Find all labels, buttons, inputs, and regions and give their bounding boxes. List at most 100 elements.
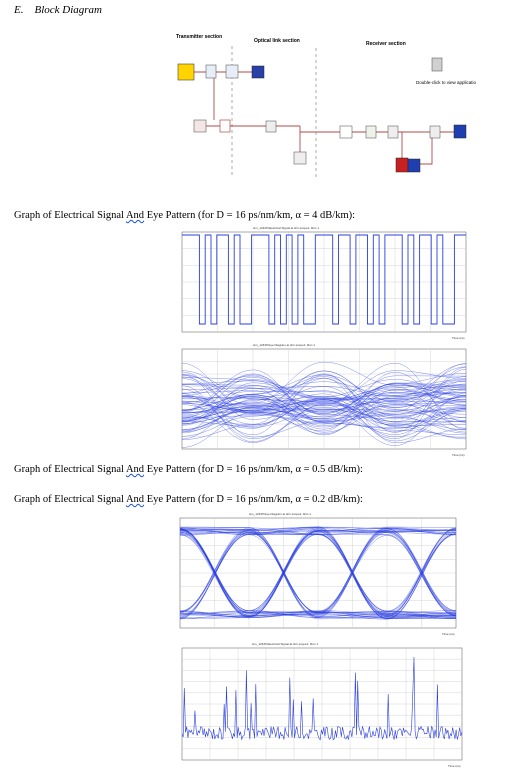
- cw-laser-block[interactable]: [193, 119, 207, 133]
- notes-label: Double-click to view application notes f…: [416, 80, 476, 85]
- fiber-block[interactable]: [293, 151, 307, 165]
- caption-3-pre: Graph of Electrical Signal: [14, 494, 126, 505]
- nrz-block[interactable]: [205, 64, 217, 79]
- chart-3-trace: [179, 530, 457, 616]
- section-title: Block Diagram: [34, 4, 102, 16]
- laserdiodes-block[interactable]: [387, 125, 399, 139]
- chart-1-title: sim_1234ff Electrical Signal at sh1 scop…: [253, 226, 319, 230]
- chart-3-trace: [179, 526, 457, 618]
- chart-3-xlabel: Time (ns): [442, 632, 455, 636]
- chart-2-trace: [181, 386, 467, 429]
- chart-2-trace: [181, 380, 467, 414]
- chart-3: sim_1234ff Eye Diagram at sh1 scope1: Ru…: [170, 510, 460, 640]
- caption-3-squig: And: [125, 494, 145, 505]
- bessel10-block[interactable]: [429, 125, 441, 139]
- chart-1: sim_1234ff Electrical Signal at sh1 scop…: [172, 222, 470, 342]
- chart-2-trace: [181, 372, 467, 432]
- chart-2-trace: [181, 373, 467, 412]
- chart-4-svg: sim_1234ff Electrical Signal at sh1 scop…: [168, 638, 468, 770]
- chart-2: sim_1234ff Eye Diagram at sh1 scope1: Ru…: [172, 341, 470, 459]
- chart-2-trace: [181, 367, 467, 433]
- chart-2-trace: [181, 382, 467, 430]
- chart-4-title: sim_1234ff Electrical Signal at sh1 scop…: [252, 642, 318, 646]
- chart-3-traces: [179, 526, 457, 620]
- chart-4-xlabel: Time (ns): [448, 764, 461, 768]
- chart-2-trace: [181, 377, 467, 401]
- chart-2-trace: [181, 366, 467, 428]
- received-block[interactable]: [453, 124, 467, 139]
- chart-3-trace: [179, 528, 457, 619]
- chart-3-trace: [179, 533, 457, 620]
- chart-2-trace: [181, 404, 467, 430]
- chart-2-trace: [181, 399, 467, 438]
- chart-2-trace: [181, 396, 467, 422]
- chart-2-trace: [181, 370, 467, 442]
- caption-2: Graph of Electrical Signal And Eye Patte…: [14, 464, 363, 475]
- sf1-block[interactable]: [265, 120, 277, 133]
- chart-4: sim_1234ff Electrical Signal at sh1 scop…: [168, 638, 468, 770]
- chart-2-trace: [181, 363, 467, 399]
- chart-3-svg: sim_1234ff Eye Diagram at sh1 scope1: Ru…: [170, 510, 460, 640]
- chart-2-trace: [181, 392, 467, 446]
- application-notes-icon[interactable]: [431, 57, 443, 72]
- chart-3-trace: [179, 530, 457, 618]
- mzsw1-block[interactable]: [251, 65, 265, 79]
- bessel-block[interactable]: [225, 64, 239, 79]
- chart-2-trace: [181, 396, 467, 407]
- chart-2-xlabel: Time (ns): [452, 453, 465, 457]
- chart-2-trace: [181, 391, 467, 412]
- section-title-2: Receiver section: [366, 41, 406, 47]
- chart-3-trace: [179, 528, 457, 614]
- block-diagram-svg: Transmitter section Optical link section…: [170, 28, 476, 182]
- chart-3-title: sim_1234ff Eye Diagram at sh1 scope1: Ru…: [249, 512, 311, 516]
- chart-2-svg: sim_1234ff Eye Diagram at sh1 scope1: Ru…: [172, 341, 470, 459]
- caption-1-post: Eye Pattern (for D = 16 ps/nm/km, α = 4 …: [144, 210, 356, 221]
- section-heading: E. Block Diagram: [14, 4, 102, 16]
- chart-2-trace: [181, 374, 467, 438]
- chart-2-trace: [181, 390, 467, 432]
- chart-3-trace: [179, 528, 457, 619]
- chart-2-trace: [181, 363, 467, 429]
- chart-4-series-line: [181, 656, 463, 741]
- chart-2-trace: [181, 386, 467, 430]
- chart-1-series-line: [182, 234, 466, 325]
- chart-2-title: sim_1234ff Eye Diagram at sh1 scope1: Ru…: [253, 343, 315, 347]
- chart-2-trace: [181, 399, 467, 437]
- chart-2-trace: [181, 386, 467, 427]
- caption-2-pre: Graph of Electrical Signal: [14, 464, 126, 475]
- preamp-block[interactable]: [339, 125, 353, 139]
- output-block[interactable]: [395, 157, 409, 173]
- caption-3: Graph of Electrical Signal And Eye Patte…: [14, 494, 363, 505]
- chart-2-trace: [181, 397, 467, 418]
- chart-2-trace: [181, 374, 467, 435]
- caption-1: Graph of Electrical Signal And Eye Patte…: [14, 210, 355, 221]
- chart-2-trace: [181, 374, 467, 435]
- section-title-1: Optical link section: [254, 38, 300, 44]
- caption-2-squig: And: [125, 464, 145, 475]
- chart-2-trace: [181, 382, 467, 440]
- section-title-0: Transmitter section: [176, 34, 222, 40]
- chart-2-trace: [181, 378, 467, 425]
- received-prefilter-block[interactable]: [407, 158, 421, 173]
- caption-1-squig: And: [125, 210, 145, 221]
- block-diagram: Transmitter section Optical link section…: [170, 28, 476, 182]
- chart-3-trace: [179, 531, 457, 620]
- chart-2-trace: [181, 388, 467, 421]
- chart-2-trace: [181, 376, 467, 420]
- chart-2-trace: [181, 385, 467, 436]
- modulator-block[interactable]: [219, 119, 231, 133]
- chart-3-trace: [179, 527, 457, 619]
- chart-2-trace: [181, 375, 467, 416]
- caption-1-pre: Graph of Electrical Signal: [14, 210, 126, 221]
- chart-2-trace: [181, 396, 467, 432]
- chart-2-trace: [181, 373, 467, 423]
- chart-3-trace: [179, 611, 457, 619]
- chart-3-trace: [179, 529, 457, 615]
- section-label: E.: [14, 4, 24, 16]
- chart-2-traces: [181, 361, 467, 448]
- chart-2-trace: [181, 377, 467, 443]
- m10-block[interactable]: [365, 125, 377, 139]
- bitsequence-block[interactable]: [177, 63, 195, 81]
- chart-2-trace: [181, 383, 467, 448]
- chart-3-trace: [179, 610, 457, 618]
